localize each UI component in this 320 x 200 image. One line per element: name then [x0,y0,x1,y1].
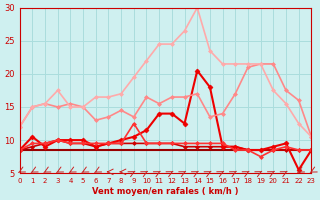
X-axis label: Vent moyen/en rafales ( km/h ): Vent moyen/en rafales ( km/h ) [92,187,239,196]
